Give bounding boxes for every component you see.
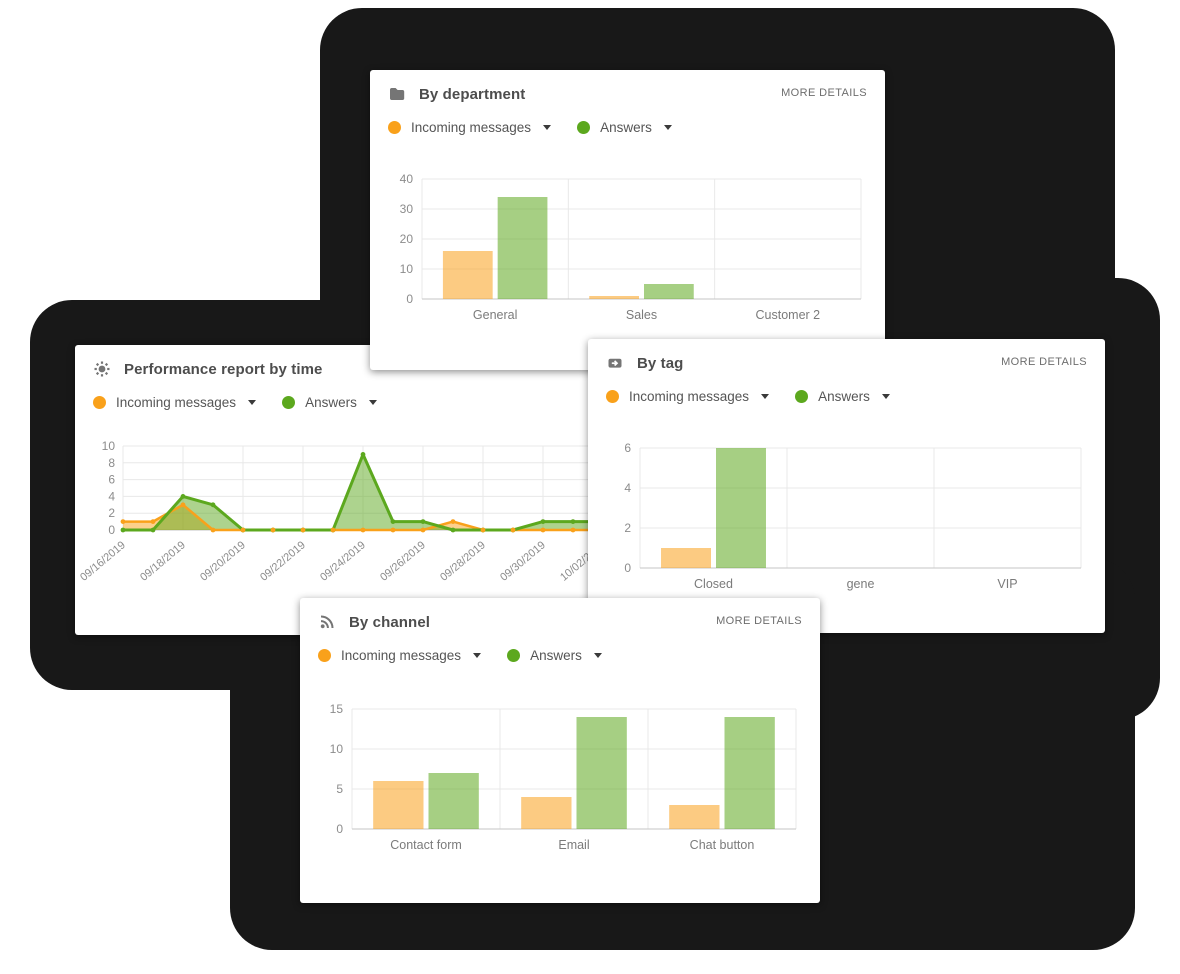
svg-text:30: 30 bbox=[400, 202, 414, 216]
chart-legend: Incoming messages Answers bbox=[388, 120, 698, 135]
legend-dot-incoming bbox=[93, 396, 106, 409]
legend-answers[interactable]: Answers bbox=[795, 389, 890, 404]
svg-text:0: 0 bbox=[406, 292, 413, 306]
svg-text:Sales: Sales bbox=[626, 308, 657, 322]
tag-icon bbox=[608, 358, 622, 368]
card-header: By tag MORE DETAILS bbox=[606, 353, 1087, 373]
svg-text:2: 2 bbox=[624, 521, 631, 535]
legend-dot-answers bbox=[282, 396, 296, 409]
svg-text:09/30/2019: 09/30/2019 bbox=[498, 539, 548, 584]
tag-bar-chart: 0 2 4 6 Closed gene VIP bbox=[624, 441, 1082, 591]
legend-incoming-messages[interactable]: Incoming messages bbox=[606, 389, 770, 404]
svg-text:General: General bbox=[473, 308, 517, 322]
svg-text:09/26/2019: 09/26/2019 bbox=[378, 539, 428, 584]
more-details-link[interactable]: MORE DETAILS bbox=[781, 87, 867, 99]
chevron-down-icon[interactable] bbox=[368, 400, 377, 405]
chevron-down-icon[interactable] bbox=[761, 394, 770, 399]
chevron-down-icon[interactable] bbox=[881, 394, 890, 399]
svg-text:Contact form: Contact form bbox=[390, 838, 462, 852]
card-by-channel: By channel MORE DETAILS Incoming message… bbox=[300, 598, 820, 903]
svg-text:09/16/2019: 09/16/2019 bbox=[78, 539, 128, 584]
legend-answers[interactable]: Answers bbox=[507, 648, 602, 663]
legend-incoming-messages[interactable]: Incoming messages bbox=[93, 395, 257, 410]
legend-dot-answers bbox=[577, 121, 591, 134]
chevron-down-icon[interactable] bbox=[473, 653, 482, 658]
legend-label: Incoming messages bbox=[341, 648, 462, 663]
card-header: By channel MORE DETAILS bbox=[318, 612, 802, 632]
svg-text:Closed: Closed bbox=[694, 577, 733, 591]
legend-dot-incoming bbox=[388, 121, 401, 134]
chart-legend: Incoming messages Answers bbox=[318, 648, 628, 663]
more-details-link[interactable]: MORE DETAILS bbox=[716, 615, 802, 627]
legend-label: Answers bbox=[600, 120, 652, 135]
svg-text:0: 0 bbox=[624, 561, 631, 575]
page-title: By tag bbox=[637, 354, 684, 372]
legend-dot-incoming bbox=[318, 649, 331, 662]
svg-text:Chat button: Chat button bbox=[690, 838, 755, 852]
channel-bar-chart: 0 5 10 15 Contact form Email Chat button bbox=[330, 702, 797, 852]
legend-incoming-messages[interactable]: Incoming messages bbox=[388, 120, 552, 135]
legend-dot-answers bbox=[507, 649, 521, 662]
card-by-tag: By tag MORE DETAILS Incoming messages An… bbox=[588, 339, 1105, 633]
svg-text:20: 20 bbox=[400, 232, 414, 246]
card-header: Performance report by time bbox=[93, 359, 682, 379]
svg-text:8: 8 bbox=[108, 456, 115, 470]
svg-text:40: 40 bbox=[400, 172, 414, 186]
svg-text:Customer 2: Customer 2 bbox=[756, 308, 821, 322]
chevron-down-icon[interactable] bbox=[248, 400, 257, 405]
svg-text:6: 6 bbox=[108, 473, 115, 487]
svg-text:Email: Email bbox=[558, 838, 589, 852]
svg-text:10: 10 bbox=[102, 439, 116, 453]
legend-label: Incoming messages bbox=[411, 120, 532, 135]
svg-text:6: 6 bbox=[624, 441, 631, 455]
legend-label: Answers bbox=[305, 395, 357, 410]
svg-text:VIP: VIP bbox=[997, 577, 1017, 591]
page-title: By channel bbox=[349, 613, 431, 631]
chevron-down-icon[interactable] bbox=[593, 653, 602, 658]
chevron-down-icon[interactable] bbox=[543, 125, 552, 130]
svg-text:09/28/2019: 09/28/2019 bbox=[438, 539, 488, 584]
svg-text:gene: gene bbox=[847, 577, 875, 591]
svg-text:15: 15 bbox=[330, 702, 344, 716]
svg-text:4: 4 bbox=[108, 489, 115, 503]
legend-label: Incoming messages bbox=[116, 395, 237, 410]
svg-text:09/22/2019: 09/22/2019 bbox=[258, 539, 308, 584]
svg-text:0: 0 bbox=[336, 822, 343, 836]
department-bar-chart: 0 10 20 30 40 General Sales Customer 2 bbox=[400, 172, 862, 322]
legend-incoming-messages[interactable]: Incoming messages bbox=[318, 648, 482, 663]
svg-text:0: 0 bbox=[108, 523, 115, 537]
legend-dot-answers bbox=[795, 390, 809, 403]
chevron-down-icon[interactable] bbox=[663, 125, 672, 130]
legend-label: Answers bbox=[530, 648, 582, 663]
svg-text:09/20/2019: 09/20/2019 bbox=[198, 539, 248, 584]
svg-text:2: 2 bbox=[108, 506, 115, 520]
folder-icon bbox=[390, 88, 405, 100]
card-header: By department MORE DETAILS bbox=[388, 84, 867, 104]
legend-label: Answers bbox=[818, 389, 870, 404]
svg-text:09/24/2019: 09/24/2019 bbox=[318, 539, 368, 584]
svg-text:10: 10 bbox=[330, 742, 344, 756]
legend-answers[interactable]: Answers bbox=[577, 120, 672, 135]
chart-legend: Incoming messages Answers bbox=[93, 395, 403, 410]
svg-text:4: 4 bbox=[624, 481, 631, 495]
legend-dot-incoming bbox=[606, 390, 619, 403]
page-title: Performance report by time bbox=[124, 360, 323, 378]
legend-label: Incoming messages bbox=[629, 389, 750, 404]
gear-icon bbox=[94, 361, 110, 377]
page-title: By department bbox=[419, 85, 526, 103]
card-by-department: By department MORE DETAILS Incoming mess… bbox=[370, 70, 885, 370]
legend-answers[interactable]: Answers bbox=[282, 395, 377, 410]
chart-legend: Incoming messages Answers bbox=[606, 389, 916, 404]
more-details-link[interactable]: MORE DETAILS bbox=[1001, 356, 1087, 368]
rss-icon bbox=[320, 615, 334, 629]
svg-text:5: 5 bbox=[336, 782, 343, 796]
svg-text:10: 10 bbox=[400, 262, 414, 276]
svg-text:09/18/2019: 09/18/2019 bbox=[138, 539, 188, 584]
